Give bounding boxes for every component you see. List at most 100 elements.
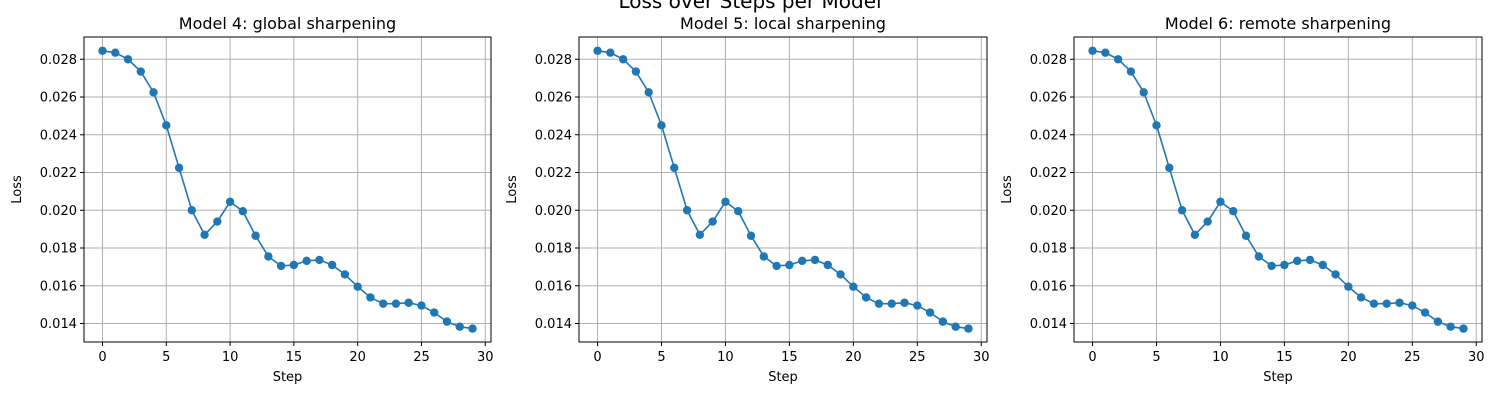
data-point xyxy=(1331,270,1340,279)
data-point xyxy=(746,231,756,240)
data-point xyxy=(1254,252,1264,261)
x-tick-label: 25 xyxy=(413,350,430,365)
data-point xyxy=(187,206,197,215)
axes-frame xyxy=(578,36,988,343)
data-point xyxy=(468,324,477,333)
data-point xyxy=(1126,67,1136,76)
x-tick-label: 10 xyxy=(717,350,734,365)
data-point xyxy=(442,317,452,326)
data-point xyxy=(251,231,260,240)
data-point xyxy=(657,121,666,130)
subplot-1: 0 5 10 15 20 25 30 0.014 0.016 0.018 0.020 0.022 0.0… xyxy=(10,14,494,385)
data-point xyxy=(1229,207,1238,216)
data-point xyxy=(1280,260,1289,270)
y-tick-label: 0.016 xyxy=(40,279,77,294)
axes-frame xyxy=(83,36,492,343)
y-tick-label: 0.014 xyxy=(40,317,77,332)
x-tick-label: 30 xyxy=(477,350,494,365)
data-point xyxy=(315,255,324,265)
data-point xyxy=(1177,206,1187,215)
y-tick-label: 0.026 xyxy=(1030,91,1067,106)
y-tick-label: 0.018 xyxy=(40,242,77,257)
y-tick-label: 0.020 xyxy=(1030,204,1067,219)
data-point xyxy=(682,206,692,215)
y-tick-label: 0.014 xyxy=(1030,317,1067,332)
data-point xyxy=(238,207,248,216)
x-tick-label: 20 xyxy=(1340,350,1357,365)
data-point xyxy=(708,217,717,226)
subplot-panels: 0 5 10 15 20 25 30 0.014 0.016 0.018 0.020 0.022 0.0… xyxy=(10,14,1485,385)
y-tick-label: 0.028 xyxy=(40,53,77,68)
data-point xyxy=(849,282,858,291)
x-tick-label: 0 xyxy=(593,350,601,365)
data-point xyxy=(430,308,439,317)
data-point xyxy=(734,207,743,216)
y-tick-label: 0.020 xyxy=(40,204,77,219)
data-point xyxy=(404,298,413,307)
series-line xyxy=(1092,49,1464,330)
data-point xyxy=(353,282,362,291)
subplot-3: 0 5 10 15 20 25 30 0.014 0.016 0.018 0.020 0.022 0.0… xyxy=(1000,14,1485,385)
y-tick-label: 0.016 xyxy=(535,279,572,294)
data-point xyxy=(887,299,896,308)
x-tick-label: 10 xyxy=(1212,350,1229,365)
x-tick-label: 5 xyxy=(657,350,665,365)
data-point xyxy=(1459,324,1468,333)
y-axis-label: Loss xyxy=(1000,175,1015,204)
data-point xyxy=(606,48,615,57)
x-tick-label: 20 xyxy=(845,350,862,365)
data-point xyxy=(925,308,935,317)
data-point xyxy=(302,256,311,266)
y-tick-label: 0.014 xyxy=(535,317,572,332)
x-tick-label: 30 xyxy=(1468,350,1485,365)
data-point xyxy=(264,252,273,261)
data-point xyxy=(913,301,922,310)
data-point xyxy=(123,55,133,64)
data-point xyxy=(391,299,401,308)
data-point xyxy=(1356,293,1366,302)
data-point xyxy=(149,88,158,97)
y-tick-label: 0.022 xyxy=(1030,166,1067,181)
x-tick-label: 15 xyxy=(781,350,798,365)
data-point xyxy=(111,48,120,57)
data-point xyxy=(1216,197,1225,206)
x-tick-label: 0 xyxy=(98,350,106,365)
x-tick-label: 25 xyxy=(909,350,926,365)
y-tick-label: 0.024 xyxy=(40,128,77,143)
data-point xyxy=(900,298,909,307)
data-point xyxy=(1152,121,1161,130)
data-point xyxy=(593,46,602,55)
data-point xyxy=(276,261,286,271)
data-point xyxy=(1139,88,1148,97)
data-point xyxy=(327,260,337,270)
data-point xyxy=(1165,163,1174,172)
y-axis-label: Loss xyxy=(505,175,520,204)
y-tick-label: 0.026 xyxy=(40,91,77,106)
x-tick-label: 10 xyxy=(222,350,239,365)
data-point xyxy=(644,88,653,97)
data-point xyxy=(785,260,794,270)
data-point xyxy=(772,261,781,271)
data-point xyxy=(1395,298,1404,307)
data-point xyxy=(340,270,350,279)
x-axis-label: Step xyxy=(1263,370,1293,385)
subplot-title: Model 6: remote sharpening xyxy=(1165,14,1391,33)
y-tick-label: 0.022 xyxy=(40,166,77,181)
data-point xyxy=(1203,217,1212,226)
data-point xyxy=(378,299,388,308)
x-axis-label: Step xyxy=(768,370,798,385)
data-point xyxy=(200,230,209,239)
y-tick-label: 0.024 xyxy=(1030,128,1067,143)
data-point xyxy=(1408,301,1417,310)
data-point xyxy=(1190,230,1200,239)
y-tick-label: 0.024 xyxy=(535,128,572,143)
data-point xyxy=(938,317,948,326)
data-point xyxy=(1369,299,1379,308)
x-axis-label: Step xyxy=(273,370,303,385)
data-point xyxy=(1241,231,1251,240)
y-tick-label: 0.022 xyxy=(535,166,572,181)
data-point xyxy=(1088,46,1097,55)
data-point xyxy=(1305,255,1315,265)
y-tick-label: 0.018 xyxy=(1030,242,1067,257)
x-tick-label: 0 xyxy=(1088,350,1096,365)
